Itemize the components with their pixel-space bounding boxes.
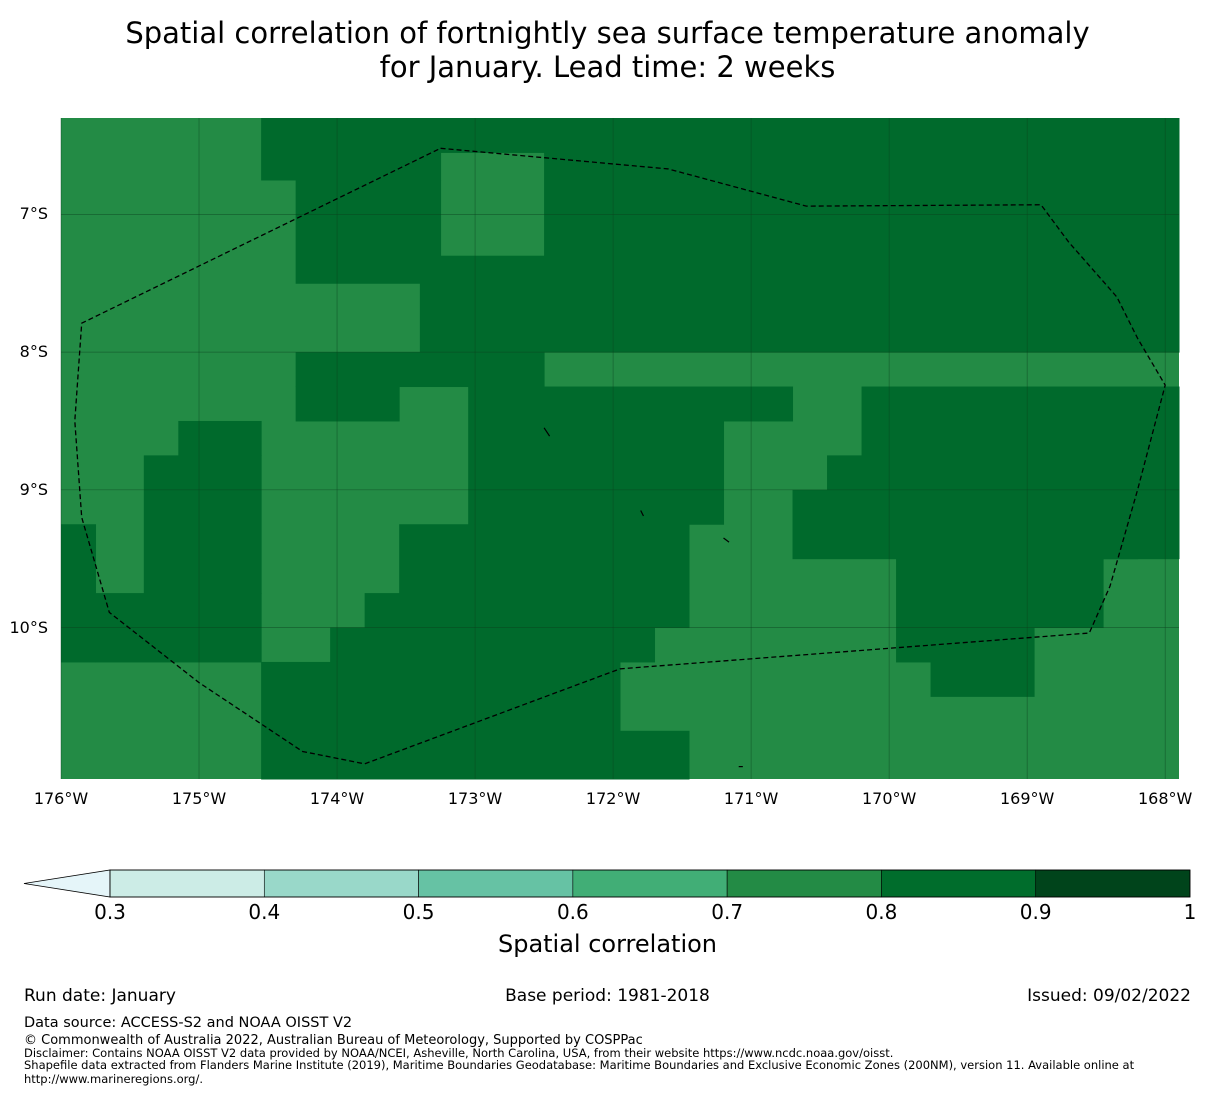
correlation-cell: [861, 386, 1180, 491]
shapefile-credit: Shapefile data extracted from Flanders M…: [24, 1058, 1135, 1086]
correlation-cell: [544, 255, 1180, 353]
lon-label: 171°W: [723, 789, 779, 808]
data-source: Data source: ACCESS-S2 and NOAA OISST V2: [24, 1015, 353, 1031]
lat-label: 9°S: [19, 479, 48, 499]
map-canvas[interactable]: [0, 0, 1215, 790]
colorbar-bin: [572, 869, 728, 898]
colorbar-bin: [418, 869, 574, 898]
correlation-cell: [1103, 524, 1139, 560]
title-line-2: for January. Lead time: 2 weeks: [379, 50, 836, 84]
islands-layer: [543, 427, 743, 768]
eez-boundary-layer: [74, 147, 1166, 765]
correlation-cell: [399, 524, 690, 594]
colorbar-tick-label: 0.3: [94, 900, 126, 924]
colorbar-under-arrow: [23, 869, 111, 898]
eez-boundary: [74, 147, 1166, 765]
correlation-cell: [364, 593, 690, 629]
issued-date: Issued: 09/02/2022: [1027, 986, 1191, 1006]
graticule: [60, 118, 1179, 779]
correlation-cell: [930, 661, 1035, 697]
colorbar-bin: [263, 869, 419, 898]
colorbar-tick-label: 0.5: [402, 900, 435, 924]
disclaimer: Disclaimer: Contains NOAA OISST V2 data …: [24, 1046, 894, 1060]
island: [723, 537, 730, 543]
correlation-cell: [758, 386, 794, 422]
island: [543, 427, 551, 437]
correlation-grid: [61, 118, 1180, 780]
colorbar-bin: [881, 869, 1037, 898]
colorbar-tick-label: 0.4: [248, 900, 281, 924]
base-period: Base period: 1981-2018: [505, 986, 710, 1006]
correlation-cell: [295, 352, 545, 388]
colorbar-bin: [1035, 869, 1191, 898]
correlation-cell: [295, 386, 400, 422]
colorbar-frame: [109, 869, 1191, 898]
colorbar-tick-label: 0.9: [1019, 900, 1052, 924]
colorbar-tick-label: 0.7: [711, 900, 744, 924]
lon-label: 176°W: [33, 789, 89, 808]
lon-label: 169°W: [999, 789, 1055, 808]
correlation-cell: [723, 386, 759, 422]
correlation-cell: [419, 255, 545, 353]
colorbar-tick-label: 1: [1183, 900, 1197, 924]
correlation-cell: [1034, 558, 1104, 629]
lon-label: 168°W: [1138, 789, 1193, 808]
correlation-cell: [896, 558, 1035, 663]
correlation-cell: [143, 455, 262, 594]
colorbar-bin: [726, 869, 882, 898]
lon-label: 175°W: [171, 789, 227, 808]
colorbar-label: Spatial correlation: [497, 930, 718, 958]
correlation-cell: [620, 730, 690, 780]
lon-label: 170°W: [861, 789, 917, 808]
colorbar-bin: [109, 869, 265, 898]
correlation-cell: [468, 386, 725, 525]
lon-label: 173°W: [447, 789, 503, 808]
correlation-cell: [330, 627, 656, 663]
island: [640, 510, 645, 517]
correlation-cell: [827, 455, 863, 491]
title-line-1: Spatial correlation of fortnightly sea s…: [125, 16, 1090, 50]
lon-label: 172°W: [585, 789, 641, 808]
colorbar-tick-label: 0.8: [865, 900, 898, 924]
correlation-cell: [295, 179, 442, 284]
correlation-cell: [544, 118, 1180, 257]
colorbar-tick-label: 0.6: [556, 900, 589, 924]
lon-label: 174°W: [309, 789, 365, 808]
correlation-cell: [261, 661, 621, 780]
correlation-cell: [178, 420, 262, 456]
lat-label: 10°S: [9, 617, 48, 637]
correlation-cell: [440, 118, 545, 153]
run-date: Run date: January: [24, 986, 176, 1006]
lat-label: 7°S: [19, 204, 48, 224]
correlation-cell: [261, 118, 442, 181]
correlation-cell: [61, 524, 97, 663]
lat-label: 8°S: [19, 342, 48, 362]
colorbar: [23, 869, 1191, 898]
copyright: © Commonwealth of Australia 2022, Austra…: [24, 1033, 643, 1048]
